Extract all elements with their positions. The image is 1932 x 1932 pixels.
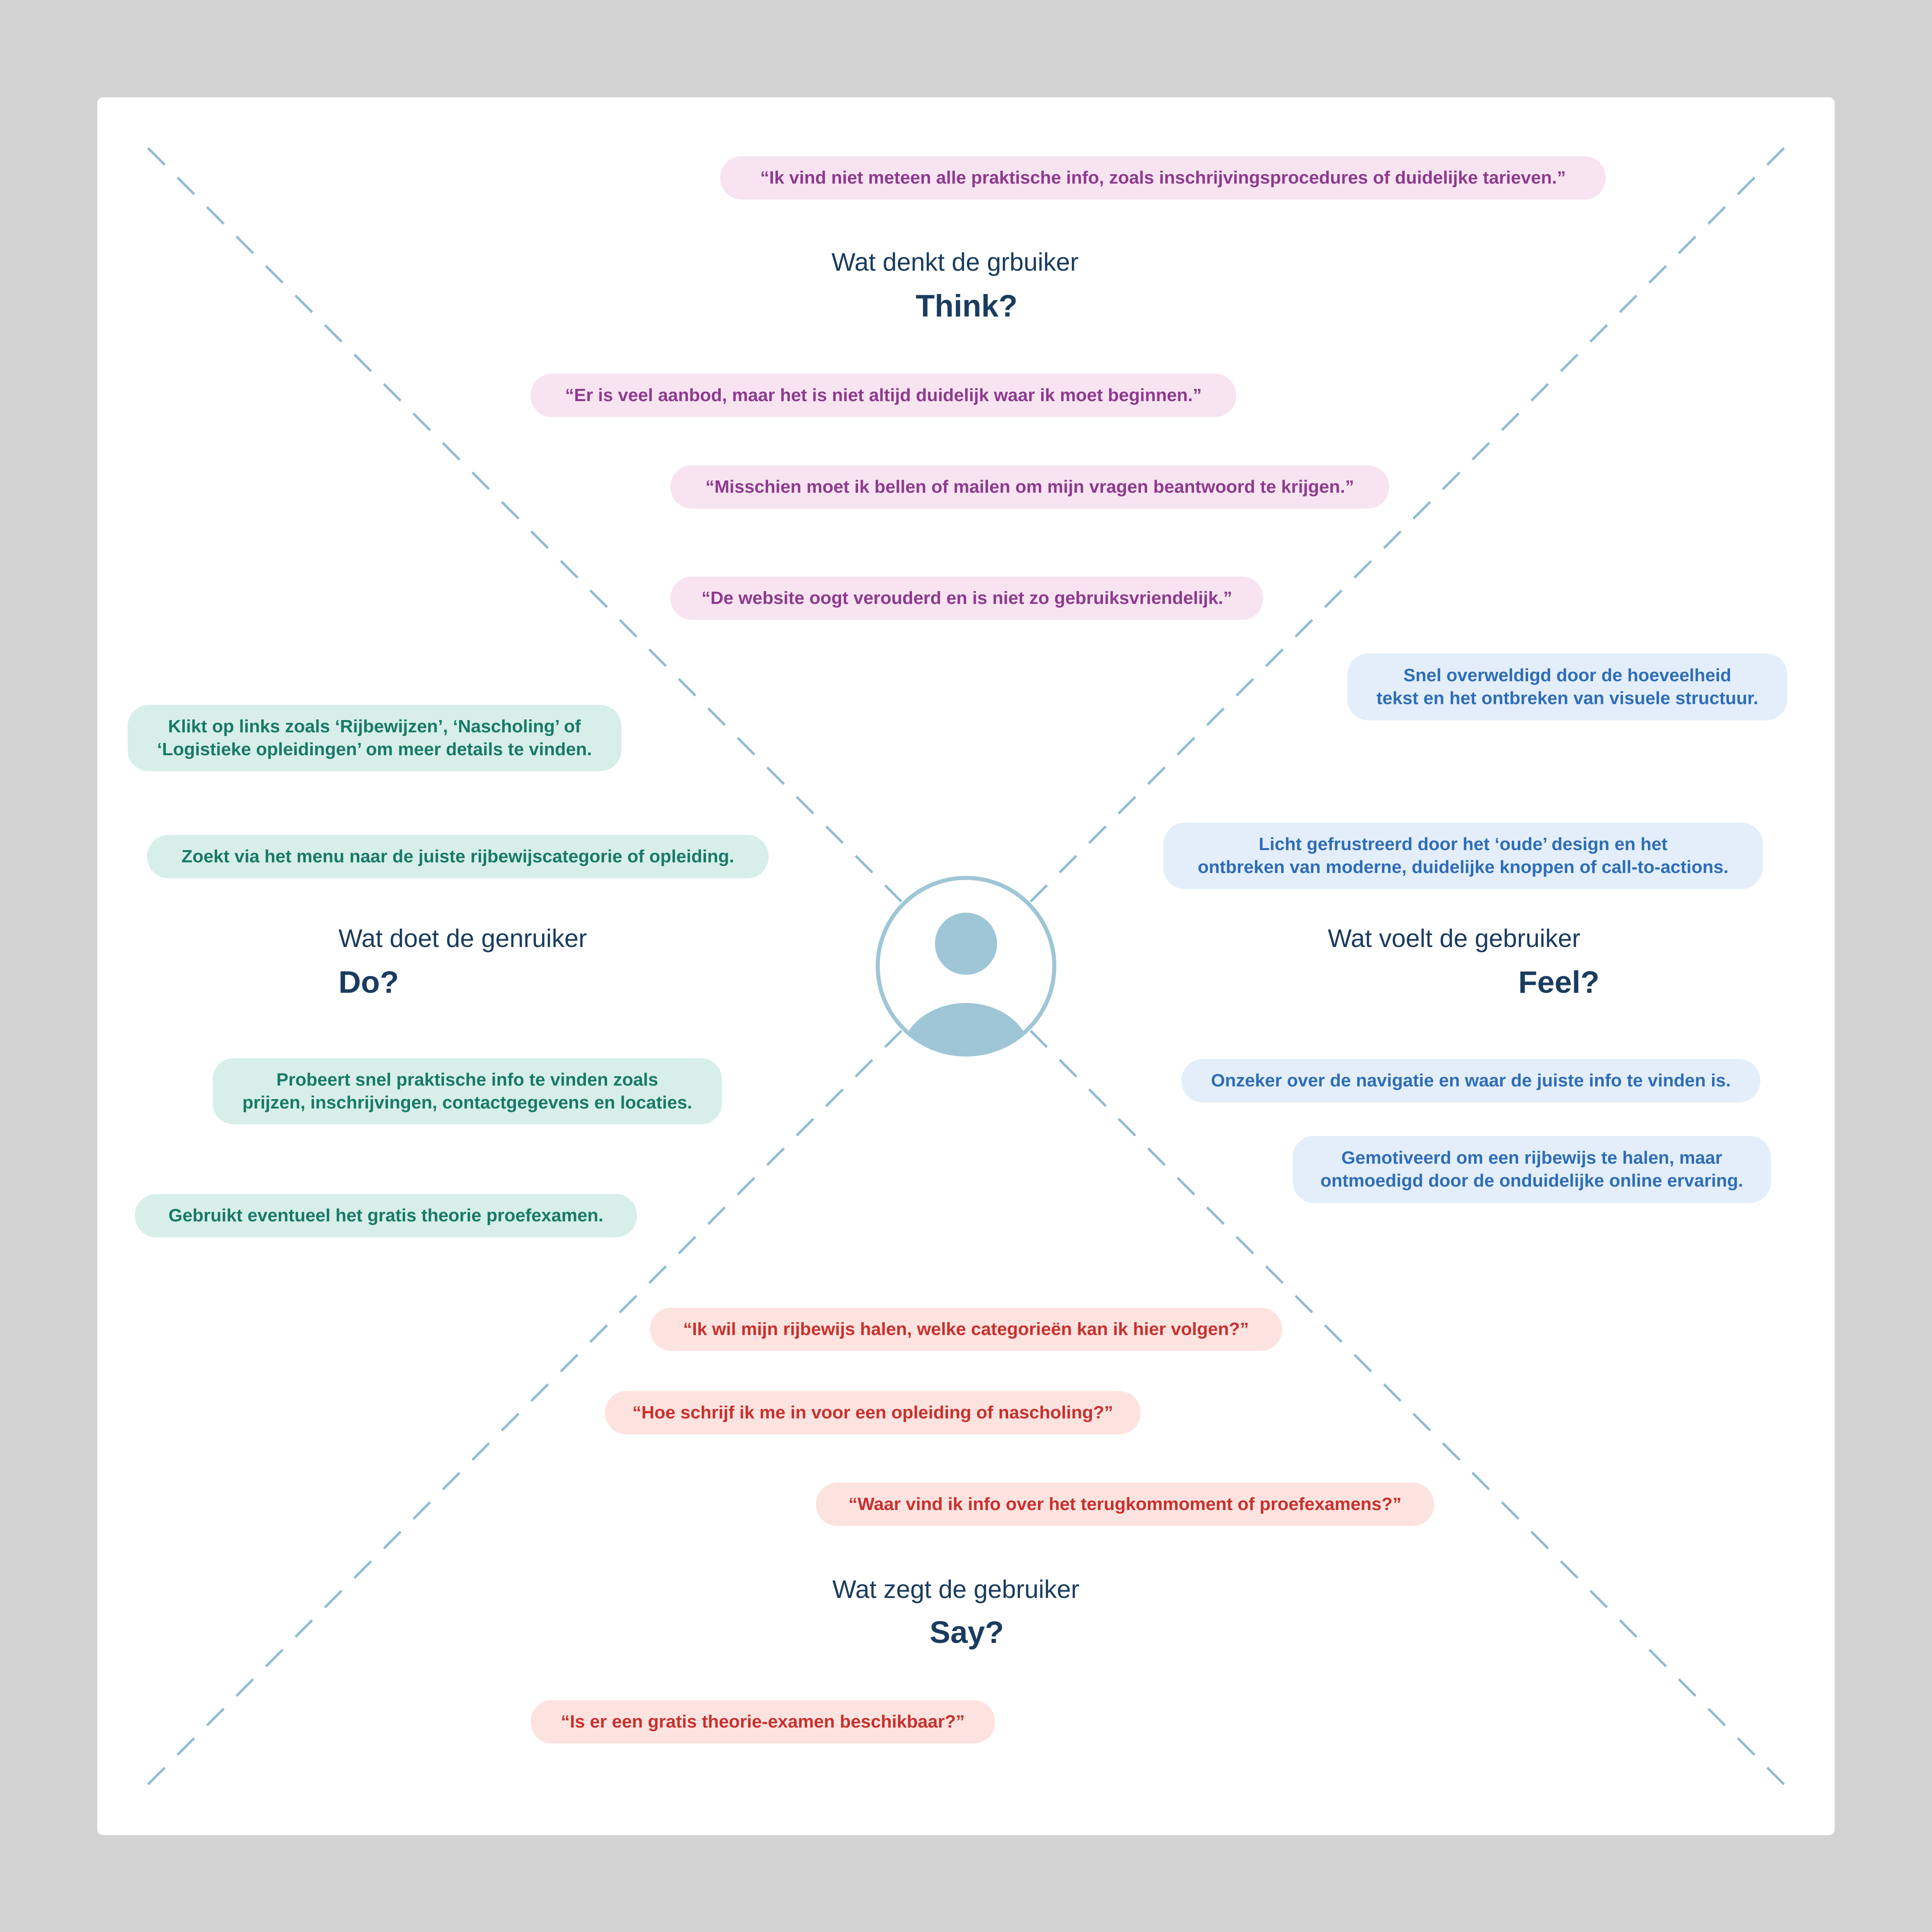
do-action: Probeert snel praktische info te vinden … bbox=[213, 1058, 722, 1124]
do-action: Klikt op links zoals ‘Rijbewijzen’, ‘Nas… bbox=[128, 705, 621, 771]
do-action-line: Klikt op links zoals ‘Rijbewijzen’, ‘Nas… bbox=[168, 716, 581, 736]
feel-heading: Feel? bbox=[1518, 965, 1600, 1000]
do-action-line: Probeert snel praktische info te vinden … bbox=[276, 1070, 659, 1090]
say-heading: Say? bbox=[930, 1615, 1004, 1650]
feel-statement-line: ontbreken van moderne, duidelijke knoppe… bbox=[1197, 857, 1729, 877]
think-quote: “Misschien moet ik bellen of mailen om m… bbox=[670, 465, 1389, 509]
think-quote: “De website oogt verouderd en is niet zo… bbox=[670, 577, 1263, 620]
do-action: Zoekt via het menu naar de juiste rijbew… bbox=[147, 835, 769, 878]
user-avatar-icon bbox=[876, 876, 1056, 1057]
feel-statement: Onzeker over de navigatie en waar de jui… bbox=[1181, 1059, 1760, 1102]
feel-statement: Snel overweldigd door de hoeveelheid teks… bbox=[1347, 653, 1787, 720]
feel-statement: Gemotiveerd om een rijbewijs te halen, m… bbox=[1293, 1136, 1771, 1203]
do-action-line: prijzen, inschrijvingen, contactgegevens… bbox=[242, 1093, 693, 1113]
do-action-line: ‘Logistieke opleidingen’ om meer details… bbox=[157, 739, 592, 759]
think-quote: “Ik vind niet meteen alle praktische inf… bbox=[720, 156, 1606, 200]
feel-statement-line: tekst en het ontbreken van visuele struc… bbox=[1376, 688, 1759, 708]
feel-statement-line: Licht gefrustreerd door het ‘oude’ desig… bbox=[1259, 834, 1668, 854]
do-action: Gebruikt eventueel het gratis theorie pr… bbox=[135, 1194, 637, 1237]
do-title: Wat doet de genruiker bbox=[338, 924, 587, 953]
think-quote: “Er is veel aanbod, maar het is niet alt… bbox=[531, 374, 1236, 417]
think-heading: Think? bbox=[916, 289, 1018, 323]
say-quote: “Ik wil mijn rijbewijs halen, welke cate… bbox=[650, 1308, 1282, 1351]
feel-statement: Licht gefrustreerd door het ‘oude’ desig… bbox=[1163, 823, 1763, 889]
think-title: Wat denkt de grbuiker bbox=[832, 248, 1079, 276]
feel-title: Wat voelt de gebruiker bbox=[1328, 924, 1581, 953]
say-title: Wat zegt de gebruiker bbox=[832, 1575, 1080, 1604]
feel-statement-line: ontmoedigd door de onduidelijke online e… bbox=[1320, 1171, 1744, 1191]
feel-statement-line: Gemotiveerd om een rijbewijs te halen, m… bbox=[1341, 1148, 1722, 1168]
say-quote: “Hoe schrijf ik me in voor een opleiding… bbox=[605, 1391, 1141, 1434]
say-quote: “Is er een gratis theorie-examen beschik… bbox=[531, 1700, 995, 1744]
feel-statement-line: Snel overweldigd door de hoeveelheid bbox=[1403, 665, 1731, 685]
do-heading: Do? bbox=[338, 965, 399, 1000]
say-quote: “Waar vind ik info over het terugkommome… bbox=[816, 1483, 1434, 1526]
